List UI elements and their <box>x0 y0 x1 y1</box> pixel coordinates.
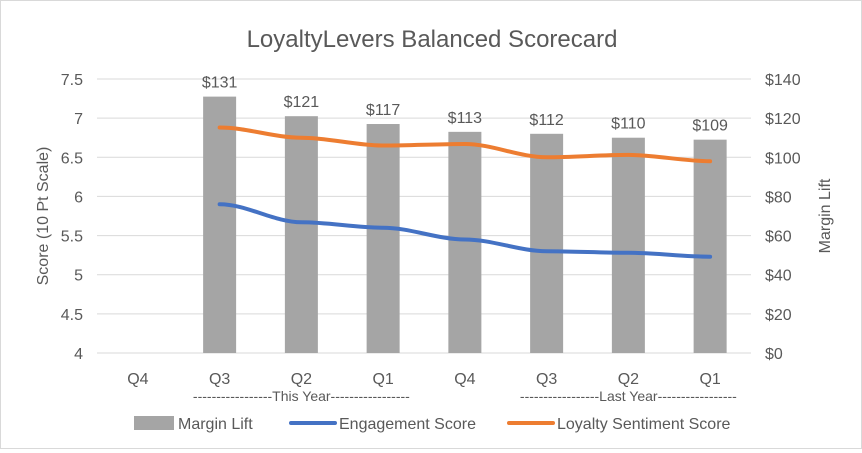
x-tick-label: Q2 <box>291 371 312 388</box>
bar <box>448 131 482 353</box>
y-right-tick-label: $40 <box>765 268 792 285</box>
legend-label: Margin Lift <box>178 416 253 433</box>
bar-data-label: $113 <box>448 110 483 127</box>
bar <box>203 96 237 353</box>
bar-data-label: $112 <box>529 112 564 129</box>
y-left-tick-label: 4 <box>74 346 83 363</box>
legend-swatch-bar <box>134 416 174 430</box>
y-right-tick-label: $100 <box>765 150 801 167</box>
bar <box>284 116 318 353</box>
bar-data-label: $117 <box>366 102 401 119</box>
x-tick-label: Q2 <box>618 371 639 388</box>
y-left-tick-label: 7 <box>74 111 83 128</box>
x-tick-label: Q4 <box>127 371 148 388</box>
x-tick-label: Q3 <box>536 371 557 388</box>
y-right-tick-label: $140 <box>765 72 801 89</box>
engagement-score-line <box>217 202 713 259</box>
loyalty-sentiment-score-line <box>217 125 713 164</box>
x-group-label: -----------------Last Year--------------… <box>520 388 737 404</box>
bar-data-label: $110 <box>611 116 646 133</box>
data-labels: $131 $121 $117 $113 $112 $110 $109 <box>202 75 728 135</box>
x-tick-label: Q1 <box>699 371 720 388</box>
y-right-tick-label: $0 <box>765 346 783 363</box>
bar <box>530 133 564 353</box>
y-left-tick-label: 6 <box>74 189 83 206</box>
x-tick-label: Q4 <box>454 371 475 388</box>
y-right-axis-title: Margin Lift <box>817 178 834 253</box>
chart-title: LoyaltyLevers Balanced Scorecard <box>247 26 618 53</box>
x-tick-label: Q3 <box>209 371 230 388</box>
y-left-tick-label: 7.5 <box>61 72 83 89</box>
x-group-label: -----------------This Year--------------… <box>193 388 410 404</box>
axes: 4 $0 4.5 $20 5 $40 5.5 $60 6 $80 6.5 $100 7 $120 7.5 $1… <box>35 72 834 404</box>
y-left-tick-label: 5 <box>74 268 83 285</box>
bar <box>693 139 727 353</box>
y-right-tick-label: $120 <box>765 111 801 128</box>
y-left-axis-title: Score (10 Pt Scale) <box>35 147 52 286</box>
y-right-tick-label: $20 <box>765 307 792 324</box>
line-series <box>217 125 713 259</box>
bar-data-label: $109 <box>692 118 728 135</box>
bar <box>611 137 645 353</box>
bar <box>366 124 400 353</box>
y-left-tick-label: 5.5 <box>61 229 83 246</box>
legend-label: Loyalty Sentiment Score <box>557 416 731 433</box>
gridlines <box>97 78 751 354</box>
bar-data-label: $131 <box>202 75 238 92</box>
bar-data-label: $121 <box>284 94 320 111</box>
y-right-tick-label: $80 <box>765 189 792 206</box>
legend: Margin Lift Engagement Score Loyalty Senti… <box>134 416 731 433</box>
bar-series <box>203 96 727 353</box>
x-tick-label: Q1 <box>372 371 393 388</box>
y-left-tick-label: 6.5 <box>61 150 83 167</box>
y-left-tick-label: 4.5 <box>61 307 83 324</box>
legend-label: Engagement Score <box>339 416 476 433</box>
y-right-tick-label: $60 <box>765 229 792 246</box>
